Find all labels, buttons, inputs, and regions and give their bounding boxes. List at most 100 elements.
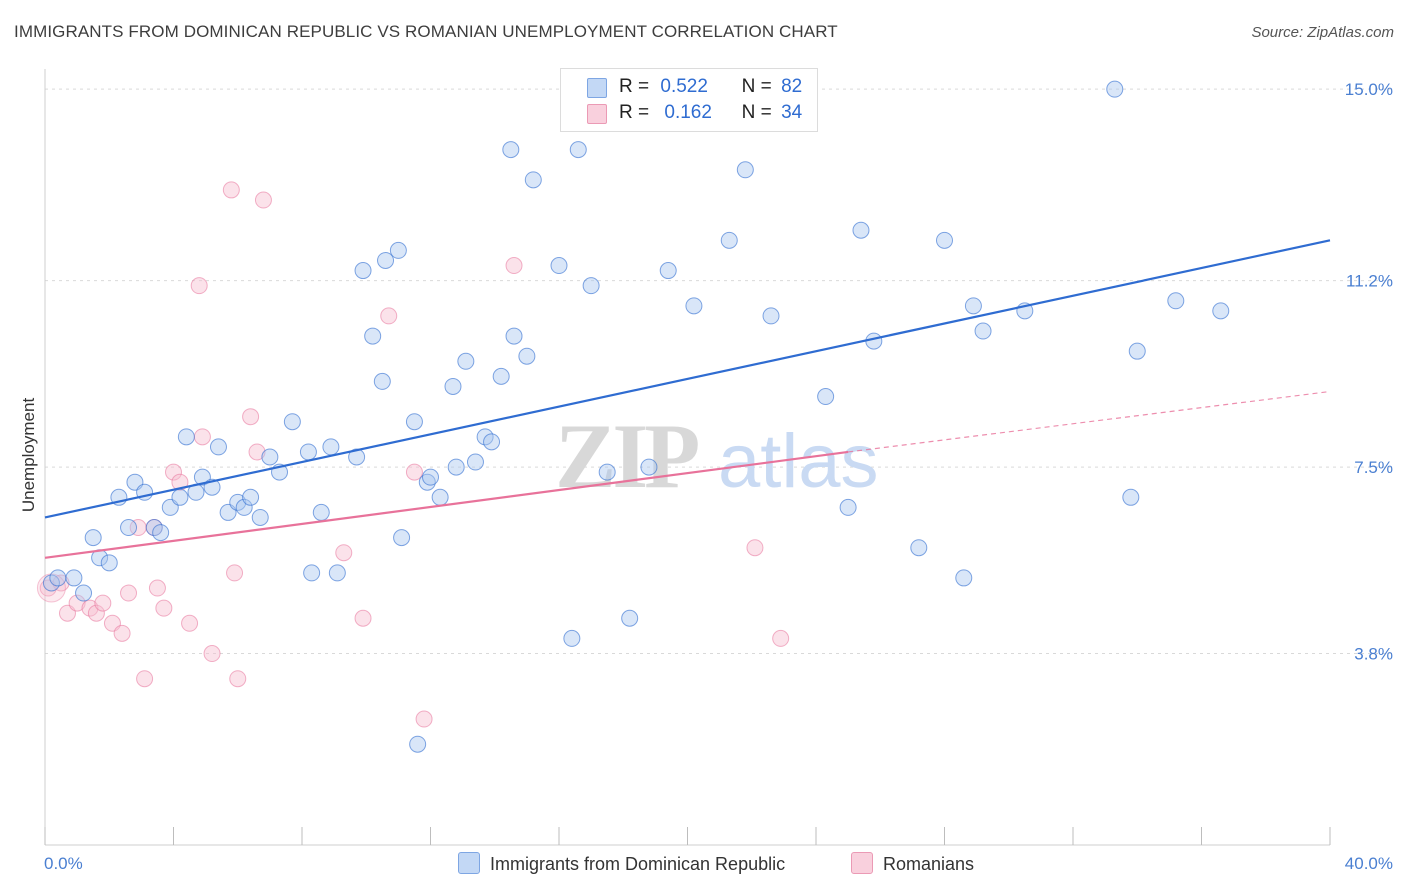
dominican-point xyxy=(303,564,321,582)
dominican-point xyxy=(910,539,928,557)
dominican-point xyxy=(492,367,510,385)
dominican-point xyxy=(431,488,449,506)
dominican-point xyxy=(209,438,227,456)
dominican-point xyxy=(817,388,835,406)
dominican-point xyxy=(373,372,391,390)
dominican-point xyxy=(389,241,407,259)
romanians-point xyxy=(242,408,260,426)
y-tick-label: 3.8% xyxy=(1354,645,1393,664)
dominican-point xyxy=(621,609,639,627)
dominican-point xyxy=(322,438,340,456)
bottom-legend-swatch-pink xyxy=(851,852,873,874)
dominican-point xyxy=(444,377,462,395)
y-axis-label: Unemployment xyxy=(19,398,38,513)
dominican-point xyxy=(354,262,372,280)
legend-n-value: 34 xyxy=(781,102,803,123)
bottom-legend-blue: Immigrants from Dominican Republic xyxy=(458,852,785,875)
romanians-point xyxy=(229,670,247,688)
dominican-point xyxy=(640,458,658,476)
romanians-point xyxy=(354,609,372,627)
romanians-point xyxy=(380,307,398,325)
romanians-point xyxy=(87,604,105,622)
bottom-legend-blue-label: Immigrants from Dominican Republic xyxy=(490,854,786,874)
dominican-point xyxy=(524,171,542,189)
dominican-point xyxy=(283,413,301,431)
legend-swatch-pink xyxy=(587,104,607,124)
romanians-trend-extension xyxy=(848,390,1331,453)
dominican-point xyxy=(466,453,484,471)
dominican-point xyxy=(1167,292,1185,310)
dominican-point xyxy=(177,428,195,446)
y-tick-label: 15.0% xyxy=(1345,80,1393,99)
x-tick-label: 40.0% xyxy=(1345,854,1393,873)
romanians-trend-line xyxy=(44,450,849,559)
dominican-point xyxy=(598,463,616,481)
dominican-point xyxy=(563,629,581,647)
dominican-point xyxy=(518,347,536,365)
y-tick-labels: 3.8% 7.5% 11.2% 15.0% xyxy=(1345,80,1393,663)
dominican-point xyxy=(685,297,703,315)
bottom-legend-swatch-blue xyxy=(458,852,480,874)
romanians-point xyxy=(772,629,790,647)
dominican-point xyxy=(502,141,520,159)
dominican-point xyxy=(328,564,346,582)
dominican-point xyxy=(659,262,677,280)
dominican-point xyxy=(261,448,279,466)
dominican-point xyxy=(762,307,780,325)
romanians-point xyxy=(226,564,244,582)
romanians-point xyxy=(136,670,154,688)
legend-n-label: N = xyxy=(741,76,772,97)
dominican-point xyxy=(720,231,738,249)
legend-r-value: 0.522 xyxy=(660,76,708,97)
dominican-point xyxy=(447,458,465,476)
romanians-point xyxy=(181,614,199,632)
dominican-point xyxy=(152,524,170,542)
dominican-point xyxy=(409,735,427,753)
dominican-point xyxy=(312,503,330,521)
romanians-point xyxy=(193,428,211,446)
legend-n-label: N = xyxy=(741,102,772,123)
romanians-point xyxy=(165,463,182,481)
dominican-point xyxy=(582,277,600,295)
dominican-point xyxy=(65,569,83,587)
dominican-point xyxy=(1212,302,1230,320)
romanians-point xyxy=(94,594,112,612)
legend-r-label: R = xyxy=(619,76,650,97)
romanians-point xyxy=(415,710,433,728)
romanians-points xyxy=(36,181,790,728)
dominican-trend-line xyxy=(44,239,1331,519)
bottom-legend-pink-label: Romanians xyxy=(883,854,975,874)
dominican-point xyxy=(405,413,423,431)
dominican-point xyxy=(49,569,67,587)
x-tick-labels: 0.0% 40.0% xyxy=(44,854,1393,873)
correlation-legend: R = 0.522 N = 82 R = 0.162 N = 34 xyxy=(560,68,818,132)
trend-lines xyxy=(44,239,1331,559)
romanians-point xyxy=(190,277,208,295)
y-tick-label: 11.2% xyxy=(1346,272,1393,291)
watermark-zip: ZIP xyxy=(555,405,698,507)
romanians-point xyxy=(155,599,173,617)
dominican-point xyxy=(505,327,523,345)
romanians-point xyxy=(505,257,523,275)
dominican-point xyxy=(242,488,260,506)
dominican-point xyxy=(393,529,411,547)
dominican-point xyxy=(100,554,118,572)
dominican-point xyxy=(75,584,93,602)
y-tick-label: 7.5% xyxy=(1354,458,1393,477)
dominican-point xyxy=(348,448,366,466)
dominican-points xyxy=(42,80,1230,753)
dominican-point xyxy=(1122,488,1140,506)
legend-r-value: 0.162 xyxy=(664,102,712,123)
dominican-point xyxy=(120,519,138,537)
romanians-point xyxy=(113,624,131,642)
romanians-point xyxy=(405,463,423,481)
legend-swatch-blue xyxy=(587,78,607,98)
romanians-point xyxy=(148,579,166,597)
dominican-point xyxy=(377,251,395,269)
dominican-point xyxy=(550,257,568,275)
bottom-legend-pink: Romanians xyxy=(851,852,974,875)
romanians-point xyxy=(203,645,221,663)
dominican-point xyxy=(852,221,870,239)
dominican-point xyxy=(422,468,439,486)
